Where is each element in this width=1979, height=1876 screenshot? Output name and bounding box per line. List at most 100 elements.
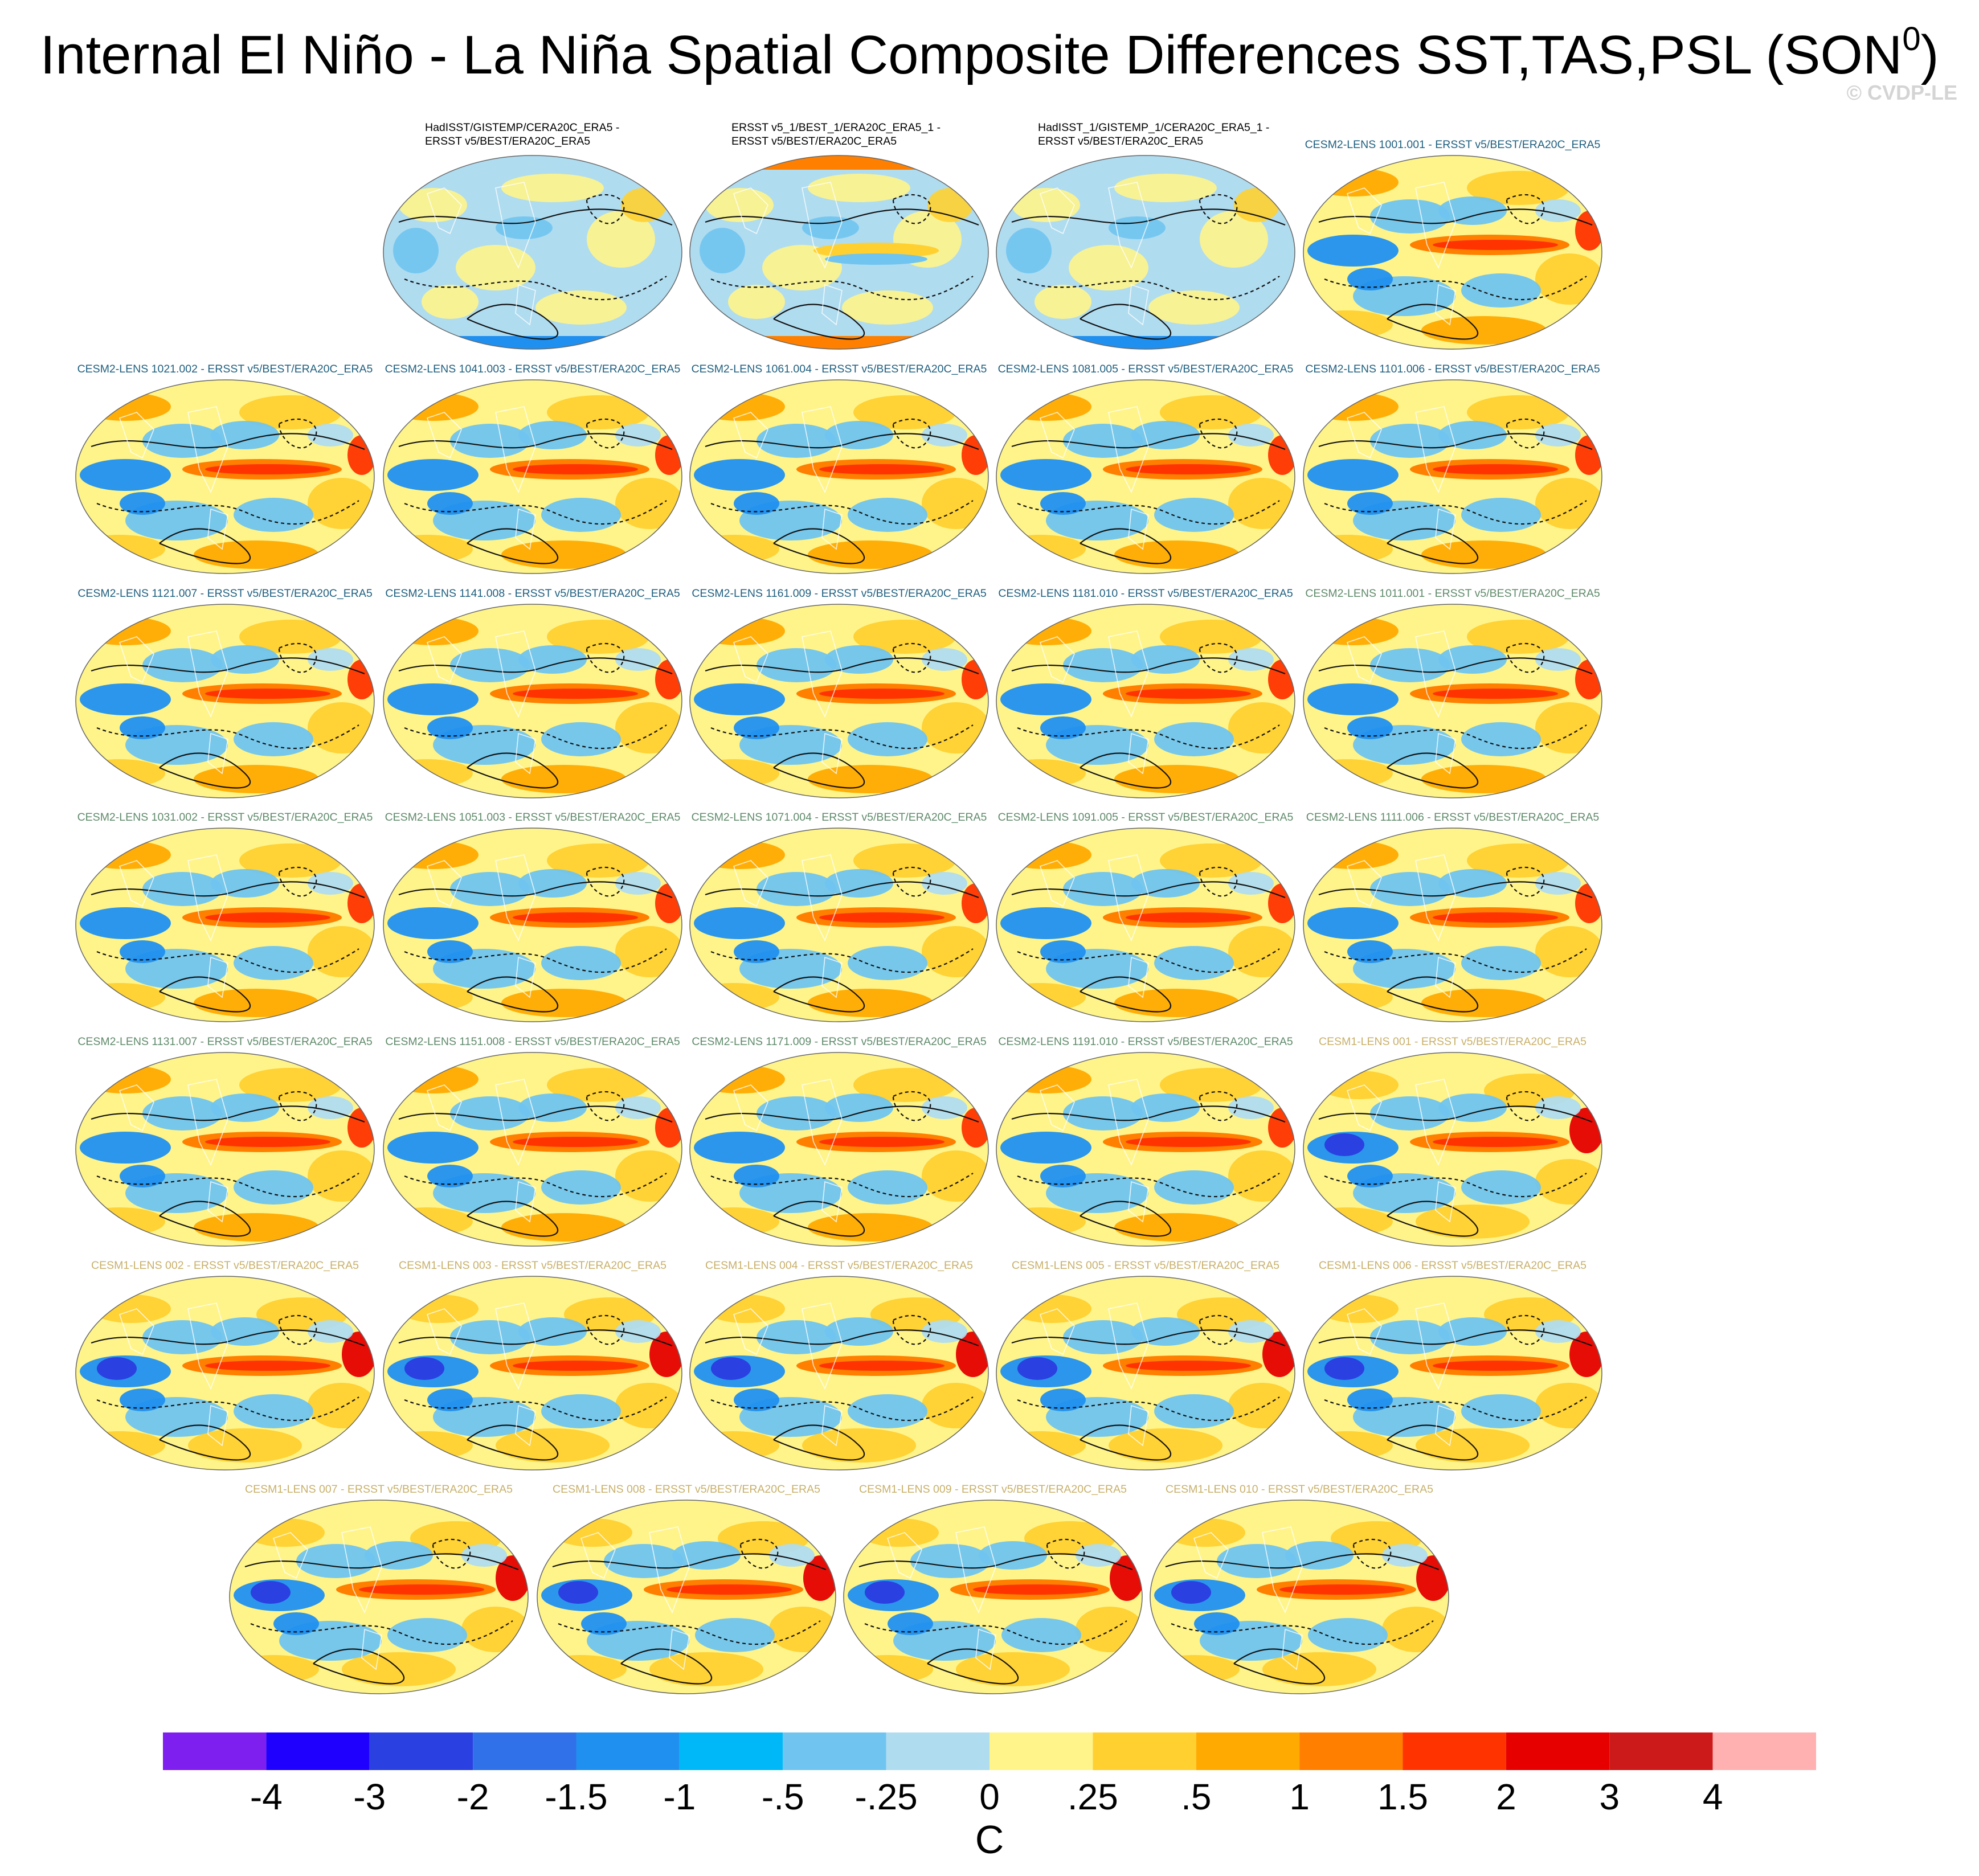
psl-contour: [705, 208, 979, 226]
colorbar-swatch: [1093, 1732, 1196, 1770]
psl-contour: [404, 1396, 667, 1422]
map-panel: CESM1-LENS 005 - ERSST v5/BEST/ERA20C_ER…: [995, 1242, 1297, 1471]
robinson-map: [996, 155, 1295, 350]
cool-anomaly: [604, 1544, 684, 1578]
map-border: [689, 604, 989, 798]
colorbar-swatch: [990, 1732, 1093, 1770]
psl-contour: [864, 1620, 1127, 1645]
robinson-map: [1303, 828, 1602, 1022]
cool-anomaly: [1370, 199, 1450, 234]
panel-label-line: CESM1-LENS 001 - ERSST v5/BEST/ERA20C_ER…: [1319, 1035, 1587, 1048]
psl-contour: [892, 1091, 931, 1121]
psl-contour: [1199, 642, 1238, 673]
continent-outline: [733, 1079, 843, 1223]
cool-anomaly: [1194, 1612, 1240, 1635]
map-border: [843, 1500, 1143, 1694]
cool-anomaly: [387, 1132, 479, 1164]
psl-contour: [467, 1201, 558, 1237]
cool-anomaly: [558, 1581, 598, 1604]
continent-outline: [426, 182, 536, 326]
cool-anomaly: [1001, 1618, 1081, 1652]
cool-anomaly: [848, 1170, 927, 1205]
cool-anomaly: [1040, 492, 1086, 515]
panel-label-line: CESM2-LENS 1091.005 - ERSST v5/BEST/ERA2…: [997, 811, 1294, 824]
cool-anomaly: [1307, 459, 1399, 491]
psl-contour: [620, 1648, 712, 1685]
warm-anomaly: [76, 1207, 165, 1236]
map-border: [383, 604, 682, 798]
map-panel: CESM1-LENS 007 - ERSST v5/BEST/ERA20C_ER…: [228, 1465, 530, 1694]
cool-anomaly: [450, 424, 530, 458]
psl-contour: [1318, 433, 1593, 450]
warm-anomaly: [1268, 1108, 1295, 1148]
el-nino-core: [1433, 1361, 1558, 1371]
cool-anomaly: [1000, 907, 1091, 939]
el-nino-core: [1279, 1584, 1405, 1595]
psl-contour: [1352, 1538, 1392, 1569]
continent-outline: [1346, 630, 1456, 775]
cool-anomaly: [1370, 1320, 1450, 1354]
tropical-anomaly: [813, 243, 939, 259]
cool-anomaly: [734, 1388, 779, 1411]
psl-contour: [398, 881, 673, 899]
cool-anomaly: [734, 492, 779, 515]
warm-anomaly: [1467, 171, 1569, 205]
el-nino-core: [513, 689, 638, 699]
robinson-map: [996, 604, 1295, 798]
cool-anomaly: [615, 424, 661, 447]
cool-anomaly: [427, 1388, 473, 1411]
warm-anomaly: [239, 395, 342, 429]
psl-contour: [710, 724, 974, 749]
robinson-map: [383, 379, 682, 574]
psl-contour: [96, 724, 359, 749]
cool-anomaly: [234, 946, 313, 980]
cool-anomaly: [694, 459, 785, 491]
psl-contour: [1233, 1648, 1325, 1685]
warm-anomaly: [690, 535, 779, 563]
continent-outline: [1346, 854, 1456, 998]
map-border: [1303, 1276, 1602, 1471]
map-panel: CESM2-LENS 1001.001 - ERSST v5/BEST/ERA2…: [1302, 121, 1604, 350]
robinson-map: [996, 828, 1295, 1022]
panel-label-line: CESM2-LENS 1061.004 - ERSST v5/BEST/ERA2…: [691, 363, 987, 375]
psl-contour: [159, 752, 251, 789]
cool-anomaly: [1285, 1541, 1354, 1570]
psl-contour: [1387, 1201, 1478, 1237]
psl-contour: [705, 657, 979, 675]
colorbar-tick-label: -1.5: [545, 1776, 608, 1817]
cool-anomaly: [1347, 716, 1393, 739]
el-nino-core: [973, 1584, 1098, 1595]
map-border: [75, 379, 375, 574]
psl-contour: [1199, 194, 1238, 224]
panel-label-line: CESM1-LENS 010 - ERSST v5/BEST/ERA20C_ER…: [1166, 1483, 1433, 1496]
cool-anomaly: [120, 940, 165, 963]
psl-contour: [773, 304, 865, 340]
map-panel: CESM2-LENS 1021.002 - ERSST v5/BEST/ERA2…: [74, 345, 376, 574]
cool-anomaly: [1131, 1317, 1200, 1346]
continent-outline: [272, 1526, 382, 1670]
psl-contour: [1011, 1329, 1286, 1347]
warm-anomaly: [76, 1431, 165, 1460]
anomaly-patch: [1035, 285, 1091, 319]
cool-anomaly: [1040, 1165, 1086, 1187]
cool-anomaly: [1228, 872, 1274, 895]
map-border: [996, 155, 1295, 350]
cool-anomaly: [1000, 683, 1091, 715]
warm-anomaly: [1166, 1518, 1245, 1547]
cool-anomaly: [450, 648, 530, 682]
warm-anomaly: [844, 1655, 933, 1684]
title-superscript: 0: [1902, 21, 1921, 58]
map-border: [996, 1052, 1295, 1247]
panel-label-line: CESM1-LENS 008 - ERSST v5/BEST/ERA20C_ER…: [553, 1483, 820, 1496]
panel-label: HadISST_1/GISTEMP_1/CERA20C_ERA5_1 - ERSS…: [1038, 121, 1374, 148]
cool-anomaly: [427, 492, 473, 515]
map-border: [75, 604, 375, 798]
panel-label-line: CESM2-LENS 1081.005 - ERSST v5/BEST/ERA2…: [997, 363, 1294, 375]
warm-anomaly: [1160, 843, 1262, 878]
psl-contour: [710, 276, 974, 301]
map-panel: CESM2-LENS 1041.003 - ERSST v5/BEST/ERA2…: [382, 345, 684, 574]
psl-contour: [586, 642, 625, 673]
psl-contour: [1199, 866, 1238, 897]
el-nino-core: [205, 1361, 330, 1371]
map-panel: CESM2-LENS 1171.009 - ERSST v5/BEST/ERA2…: [688, 1018, 990, 1247]
